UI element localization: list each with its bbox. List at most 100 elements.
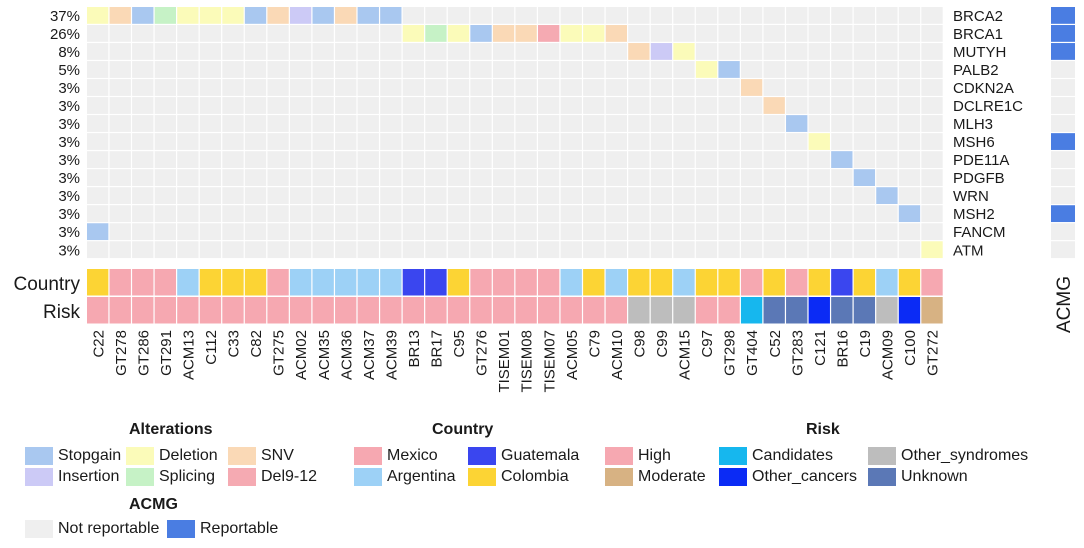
legend-item-not-reportable: Not reportable <box>24 519 163 539</box>
empty-cell <box>876 61 898 78</box>
empty-cell <box>898 187 921 205</box>
empty-cell <box>673 223 695 241</box>
empty-cell <box>808 115 830 132</box>
alteration-cell <box>177 7 199 24</box>
empty-cell <box>763 241 785 259</box>
empty-cell <box>312 115 334 132</box>
empty-cell <box>718 97 740 114</box>
empty-cell <box>583 79 605 96</box>
empty-cell <box>199 133 222 150</box>
empty-cell <box>605 7 627 24</box>
empty-cell <box>87 205 109 223</box>
empty-cell <box>87 169 109 186</box>
empty-cell <box>695 7 718 24</box>
empty-cell <box>650 205 673 223</box>
empty-cell <box>335 79 357 96</box>
empty-cell <box>786 61 808 78</box>
empty-cell <box>921 205 943 223</box>
empty-cell <box>763 115 785 132</box>
empty-cell <box>763 187 785 205</box>
country-cell <box>357 269 379 296</box>
empty-cell <box>222 115 244 132</box>
risk-cell <box>718 297 740 324</box>
empty-cell <box>222 61 244 78</box>
sample-label: GT291 <box>158 330 175 376</box>
legend-swatch <box>353 467 383 487</box>
empty-cell <box>380 223 402 241</box>
empty-cell <box>628 133 650 150</box>
empty-cell <box>470 7 492 24</box>
empty-cell <box>380 133 402 150</box>
gene-label: MSH6 <box>953 134 995 151</box>
empty-cell <box>763 79 785 96</box>
empty-cell <box>740 43 763 60</box>
empty-cell <box>402 115 425 132</box>
gene-label: MLH3 <box>953 116 993 133</box>
empty-cell <box>876 151 898 168</box>
empty-cell <box>831 25 853 42</box>
gene-percentage: 3% <box>58 80 80 97</box>
alteration-cell <box>222 7 244 24</box>
empty-cell <box>538 79 560 96</box>
empty-cell <box>605 97 627 114</box>
risk-cell <box>628 297 650 324</box>
empty-cell <box>515 133 537 150</box>
alteration-cell <box>853 169 876 186</box>
empty-cell <box>425 205 447 223</box>
empty-cell <box>244 169 267 186</box>
empty-cell <box>402 223 425 241</box>
risk-cell <box>763 297 785 324</box>
empty-cell <box>357 223 379 241</box>
empty-cell <box>673 151 695 168</box>
empty-cell <box>831 43 853 60</box>
empty-cell <box>808 223 830 241</box>
empty-cell <box>132 25 154 42</box>
acmg-cell <box>1051 241 1075 259</box>
empty-cell <box>853 43 876 60</box>
empty-cell <box>898 115 921 132</box>
empty-cell <box>628 97 650 114</box>
empty-cell <box>560 115 582 132</box>
sample-label: GT272 <box>925 330 942 376</box>
empty-cell <box>583 187 605 205</box>
empty-cell <box>492 115 515 132</box>
empty-cell <box>425 223 447 241</box>
risk-cell <box>831 297 853 324</box>
legend-label: SNV <box>261 447 294 464</box>
gene-percentage: 3% <box>58 242 80 259</box>
empty-cell <box>109 43 131 60</box>
empty-cell <box>492 169 515 186</box>
empty-cell <box>380 79 402 96</box>
legend-item-deletion: Deletion <box>125 446 218 466</box>
empty-cell <box>177 205 199 223</box>
empty-cell <box>628 115 650 132</box>
empty-cell <box>673 25 695 42</box>
empty-cell <box>605 151 627 168</box>
sample-label: C22 <box>90 330 107 358</box>
empty-cell <box>650 61 673 78</box>
empty-cell <box>740 115 763 132</box>
empty-cell <box>244 115 267 132</box>
sample-label: BR17 <box>429 330 446 368</box>
empty-cell <box>673 133 695 150</box>
legend-swatch <box>604 446 634 466</box>
empty-cell <box>650 25 673 42</box>
empty-cell <box>447 169 470 186</box>
sample-label: ACM05 <box>564 330 581 380</box>
country-cell <box>650 269 673 296</box>
empty-cell <box>492 79 515 96</box>
empty-cell <box>763 61 785 78</box>
empty-cell <box>628 151 650 168</box>
gene-percentage: 37% <box>50 8 80 25</box>
empty-cell <box>289 169 312 186</box>
risk-cell <box>425 297 447 324</box>
empty-cell <box>335 223 357 241</box>
empty-cell <box>740 7 763 24</box>
empty-cell <box>605 169 627 186</box>
empty-cell <box>718 133 740 150</box>
empty-cell <box>583 133 605 150</box>
empty-cell <box>109 205 131 223</box>
empty-cell <box>808 151 830 168</box>
gene-label: ATM <box>953 242 984 259</box>
empty-cell <box>808 43 830 60</box>
